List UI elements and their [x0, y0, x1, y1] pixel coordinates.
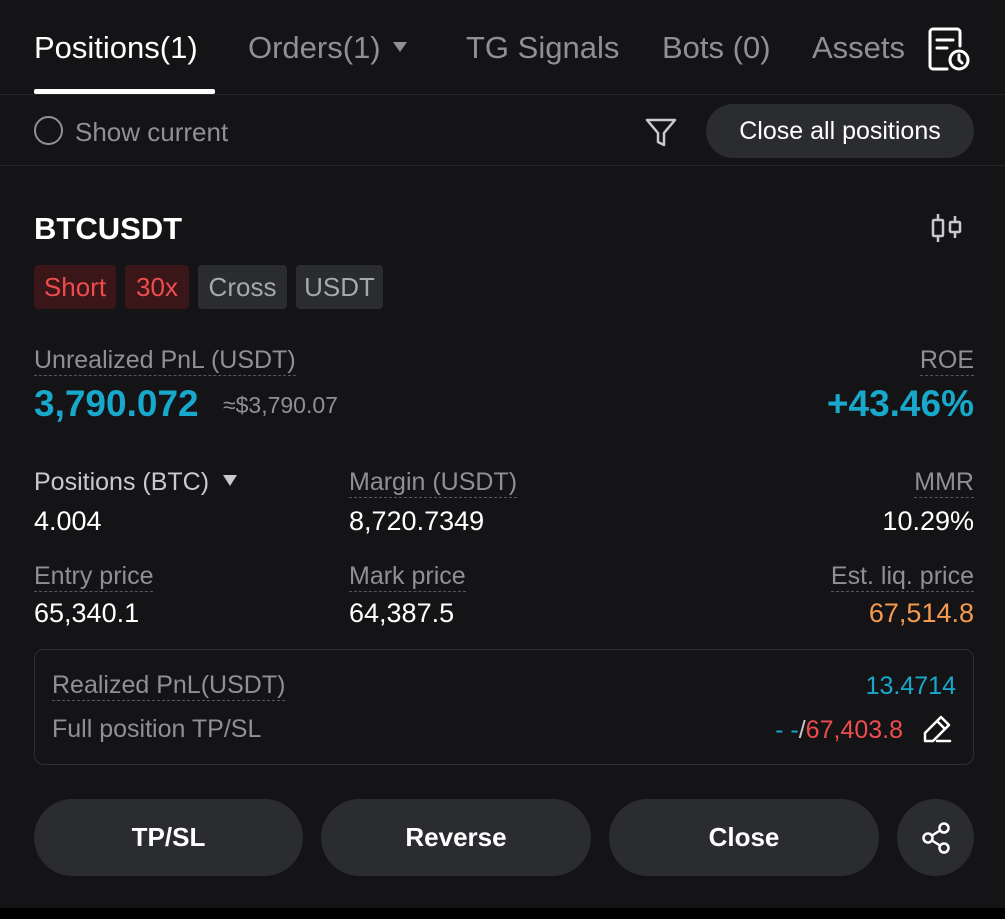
filter-row: Show current Close all positions — [0, 96, 1005, 166]
tab-tg-signals[interactable]: TG Signals — [466, 30, 620, 65]
share-icon — [921, 821, 950, 854]
share-button[interactable] — [897, 799, 974, 876]
take-profit-value: - - — [775, 716, 799, 744]
margin-mode-tag[interactable]: Cross — [198, 265, 287, 309]
leverage-tag[interactable]: 30x — [125, 265, 189, 309]
roe-label[interactable]: ROE — [919, 346, 974, 376]
tab-orders[interactable]: Orders(1) — [248, 30, 407, 66]
position-size-label[interactable]: Positions (BTC) — [34, 468, 238, 497]
tpsl-separator: / — [798, 716, 806, 744]
tab-assets[interactable]: Assets — [812, 30, 906, 65]
full-position-tpsl-value: - -/67,403.8 — [775, 716, 903, 745]
show-current-radio[interactable] — [34, 116, 63, 145]
tab-assets-clip: Assets — [812, 30, 906, 66]
margin-label[interactable]: Margin (USDT) — [349, 468, 518, 498]
stop-loss-value: 67,403.8 — [805, 716, 903, 744]
upnl-value: 3,790.072 — [34, 383, 199, 424]
realized-pnl-box: Realized PnL(USDT) 13.4714 Full position… — [34, 649, 974, 765]
mark-price-label[interactable]: Mark price — [349, 562, 466, 592]
caret-down-icon — [392, 41, 407, 52]
full-position-tpsl-label: Full position TP/SL — [52, 715, 262, 743]
active-tab-indicator — [34, 89, 215, 94]
history-icon[interactable] — [927, 26, 971, 72]
position-size-value: 4.004 — [34, 506, 102, 536]
tpsl-button[interactable]: TP/SL — [34, 799, 303, 876]
edit-icon[interactable] — [921, 713, 953, 745]
roe-value: +43.46% — [826, 383, 974, 424]
est-liq-price-value: 67,514.8 — [868, 598, 974, 628]
close-button[interactable]: Close — [609, 799, 879, 876]
filter-icon[interactable] — [644, 115, 678, 149]
tab-bar: Positions(1) Orders(1) TG Signals Bots (… — [0, 0, 1005, 95]
realized-pnl-label[interactable]: Realized PnL(USDT) — [52, 671, 286, 701]
reverse-button[interactable]: Reverse — [321, 799, 591, 876]
margin-value: 8,720.7349 — [349, 506, 485, 536]
tab-bots[interactable]: Bots (0) — [662, 30, 771, 65]
est-liq-price-label[interactable]: Est. liq. price — [830, 562, 974, 592]
chart-icon[interactable] — [930, 211, 964, 245]
show-current-label[interactable]: Show current — [75, 117, 229, 147]
mmr-value: 10.29% — [882, 506, 974, 536]
tab-positions[interactable]: Positions(1) — [34, 30, 198, 65]
side-tag: Short — [34, 265, 116, 309]
upnl-label[interactable]: Unrealized PnL (USDT) — [34, 346, 296, 376]
mark-price-value: 64,387.5 — [349, 598, 455, 628]
mmr-label[interactable]: MMR — [914, 468, 974, 498]
upnl-approx-value: ≈$3,790.07 — [223, 392, 338, 418]
realized-pnl-value: 13.4714 — [865, 672, 956, 700]
bottom-edge — [0, 908, 1005, 919]
entry-price-label[interactable]: Entry price — [34, 562, 154, 592]
caret-down-icon — [223, 474, 238, 486]
tab-orders-label: Orders(1) — [248, 30, 381, 65]
settle-currency-tag: USDT — [296, 265, 383, 309]
entry-price-value: 65,340.1 — [34, 598, 140, 628]
position-symbol[interactable]: BTCUSDT — [34, 211, 183, 246]
close-all-positions-button[interactable]: Close all positions — [706, 104, 974, 158]
